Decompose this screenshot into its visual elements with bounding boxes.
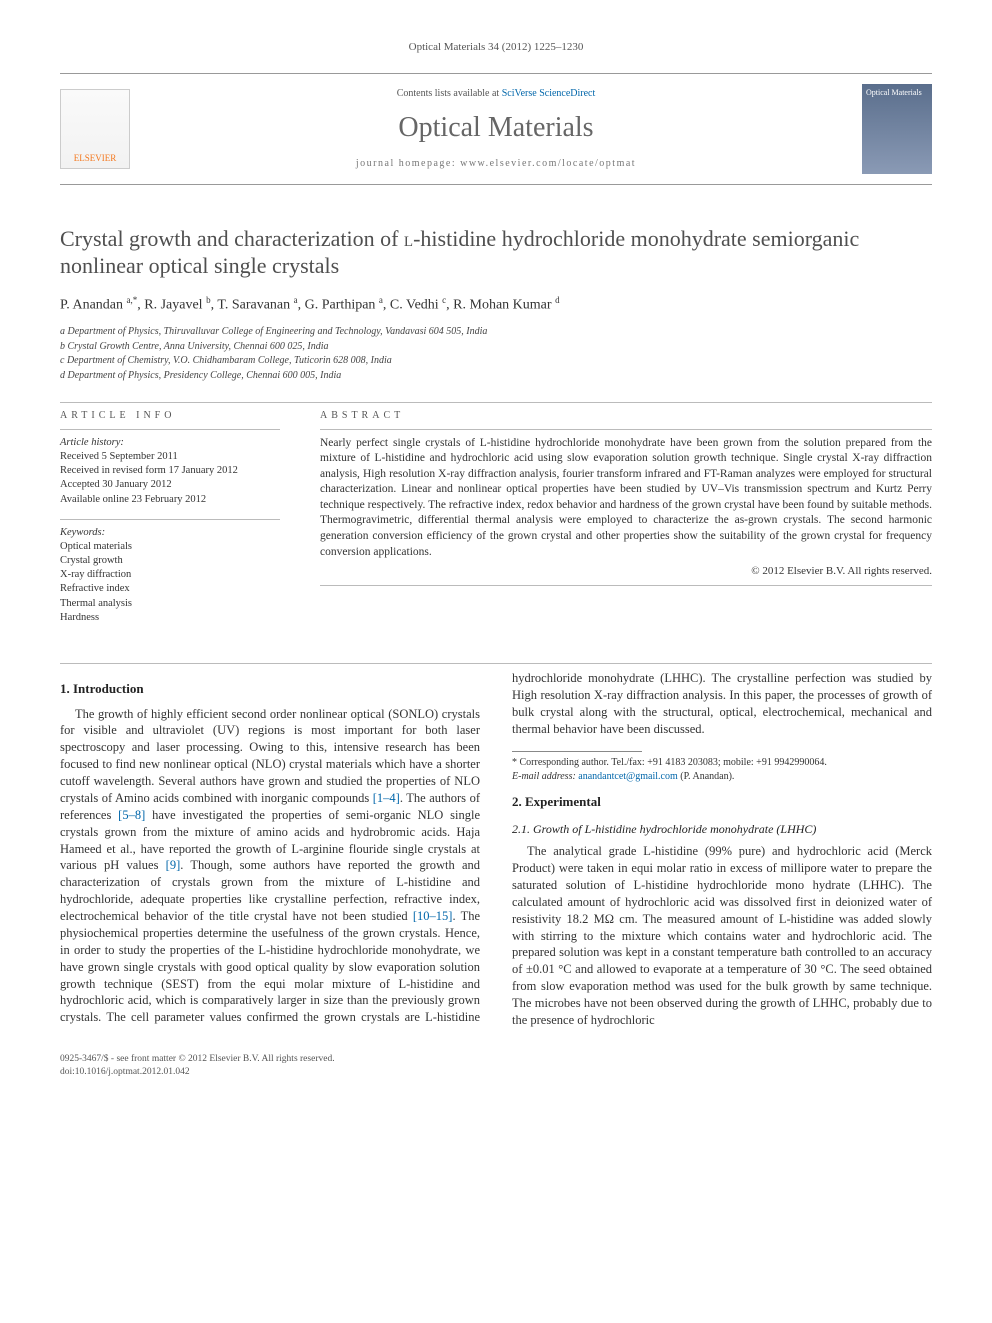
email-label: E-mail address: [512, 771, 578, 782]
affiliation-d: d Department of Physics, Presidency Coll… [60, 369, 932, 383]
sciencedirect-link[interactable]: SciVerse ScienceDirect [502, 88, 596, 99]
journal-name: Optical Materials [146, 109, 846, 147]
subsection-heading: 2.1. Growth of L-histidine hydrochloride… [512, 821, 932, 837]
keywords-block: Keywords: Optical materials Crystal grow… [60, 526, 280, 625]
email-tail: (P. Anandan). [678, 771, 735, 782]
divider [60, 519, 280, 520]
affiliation-b: b Crystal Growth Centre, Anna University… [60, 340, 932, 354]
corresponding-author-footnote: * Corresponding author. Tel./fax: +91 41… [512, 756, 932, 783]
abstract-label: ABSTRACT [320, 409, 932, 423]
abstract-text: Nearly perfect single crystals of L-hist… [320, 436, 932, 560]
divider [320, 429, 932, 430]
history-item: Received in revised form 17 January 2012 [60, 464, 280, 478]
history-item: Received 5 September 2011 [60, 450, 280, 464]
citation-link[interactable]: [10–15] [413, 909, 453, 923]
page-footer: 0925-3467/$ - see front matter © 2012 El… [60, 1053, 932, 1079]
keyword: Refractive index [60, 582, 280, 596]
title-part-a: Crystal growth and characterization of [60, 226, 404, 251]
masthead: ELSEVIER Contents lists available at Sci… [60, 73, 932, 185]
cover-title: Optical Materials [866, 88, 928, 99]
abstract-column: ABSTRACT Nearly perfect single crystals … [320, 409, 932, 637]
footer-copyright: 0925-3467/$ - see front matter © 2012 El… [60, 1053, 932, 1066]
divider [60, 429, 280, 430]
keyword: Crystal growth [60, 554, 280, 568]
contents-list-line: Contents lists available at SciVerse Sci… [146, 87, 846, 101]
section-heading: 1. Introduction [60, 680, 480, 698]
author-list: P. Anandan a,*, R. Jayavel b, T. Saravan… [60, 294, 932, 316]
article-info-column: ARTICLE INFO Article history: Received 5… [60, 409, 280, 637]
contents-prefix: Contents lists available at [397, 88, 502, 99]
abstract-copyright: © 2012 Elsevier B.V. All rights reserved… [320, 564, 932, 579]
article-title: Crystal growth and characterization of l… [60, 225, 932, 280]
history-item: Accepted 30 January 2012 [60, 478, 280, 492]
divider [320, 585, 932, 586]
elsevier-logo: ELSEVIER [60, 89, 130, 169]
footnote-text: Corresponding author. Tel./fax: +91 4183… [520, 757, 827, 768]
divider [60, 663, 932, 664]
footnote-marker: * [512, 757, 520, 768]
affiliations: a Department of Physics, Thiruvalluvar C… [60, 325, 932, 382]
footnote-separator [512, 751, 642, 752]
divider [60, 402, 932, 403]
article-info-label: ARTICLE INFO [60, 409, 280, 423]
keyword: Hardness [60, 611, 280, 625]
author-email-link[interactable]: anandantcet@gmail.com [578, 771, 677, 782]
citation-link[interactable]: [1–4] [373, 791, 400, 805]
journal-homepage: journal homepage: www.elsevier.com/locat… [146, 157, 846, 171]
article-history: Article history: Received 5 September 20… [60, 436, 280, 507]
citation-link[interactable]: [5–8] [118, 808, 145, 822]
masthead-center: Contents lists available at SciVerse Sci… [146, 87, 846, 170]
body-paragraph: The analytical grade L-histidine (99% pu… [512, 843, 932, 1029]
history-item: Available online 23 February 2012 [60, 493, 280, 507]
affiliation-a: a Department of Physics, Thiruvalluvar C… [60, 325, 932, 339]
keywords-header: Keywords: [60, 526, 280, 540]
article-body: 1. Introduction The growth of highly eff… [60, 670, 932, 1029]
page-reference: Optical Materials 34 (2012) 1225–1230 [60, 40, 932, 55]
journal-cover-thumbnail: Optical Materials [862, 84, 932, 174]
keyword: Thermal analysis [60, 597, 280, 611]
info-abstract-row: ARTICLE INFO Article history: Received 5… [60, 409, 932, 637]
keyword: Optical materials [60, 540, 280, 554]
keyword: X-ray diffraction [60, 568, 280, 582]
history-header: Article history: [60, 436, 280, 450]
affiliation-c: c Department of Chemistry, V.O. Chidhamb… [60, 354, 932, 368]
citation-link[interactable]: [9] [166, 858, 181, 872]
section-heading: 2. Experimental [512, 793, 932, 811]
title-smallcap: l [404, 226, 413, 251]
footer-doi: doi:10.1016/j.optmat.2012.01.042 [60, 1066, 932, 1079]
